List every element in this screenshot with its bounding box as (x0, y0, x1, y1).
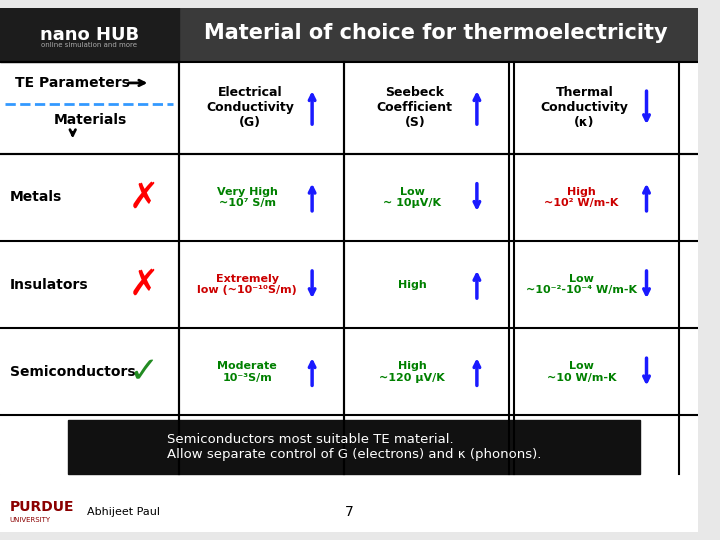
Text: Extremely
low (~10⁻¹⁰S/m): Extremely low (~10⁻¹⁰S/m) (197, 274, 297, 295)
Text: Thermal
Conductivity
(κ): Thermal Conductivity (κ) (541, 86, 629, 129)
Bar (68, 420, 640, 474)
Text: ✗: ✗ (128, 267, 158, 301)
Text: High
~120 μV/K: High ~120 μV/K (379, 361, 445, 382)
Text: Low
~10⁻²-10⁻⁴ W/m-K: Low ~10⁻²-10⁻⁴ W/m-K (526, 274, 637, 295)
Text: Materials: Materials (53, 113, 127, 127)
Text: Semiconductors most suitable TE material.
Allow separate control of G (electrons: Semiconductors most suitable TE material… (166, 433, 541, 461)
Text: ✓: ✓ (128, 355, 158, 389)
Text: Semiconductors: Semiconductors (9, 365, 135, 379)
Text: Metals: Metals (9, 190, 62, 204)
Bar (0, 474, 698, 532)
Text: Abhijeet Paul: Abhijeet Paul (87, 507, 161, 517)
Text: Insulators: Insulators (9, 278, 89, 292)
Text: Moderate
10⁻³S/m: Moderate 10⁻³S/m (217, 361, 277, 382)
Text: High: High (397, 280, 426, 289)
Text: 7: 7 (345, 505, 354, 519)
Text: High
~10² W/m-K: High ~10² W/m-K (544, 186, 618, 208)
Text: ✗: ✗ (128, 180, 158, 214)
Text: Low
~ 10μV/K: Low ~ 10μV/K (383, 186, 441, 208)
Bar (0, 8, 698, 62)
Text: Low
~10 W/m-K: Low ~10 W/m-K (546, 361, 616, 382)
Text: Seebeck
Coefficient
(S): Seebeck Coefficient (S) (377, 86, 453, 129)
Text: UNIVERSITY: UNIVERSITY (9, 517, 51, 523)
Text: nano HUB: nano HUB (40, 26, 139, 44)
Text: PURDUE: PURDUE (9, 501, 74, 515)
Text: online simulation and more: online simulation and more (41, 42, 138, 48)
Bar (0, 8, 179, 62)
Text: TE Parameters: TE Parameters (14, 76, 130, 90)
Text: Electrical
Conductivity
(G): Electrical Conductivity (G) (206, 86, 294, 129)
Bar (0, 62, 698, 474)
Text: Material of choice for thermoelectricity: Material of choice for thermoelectricity (204, 23, 668, 43)
Text: Very High
~10⁷ S/m: Very High ~10⁷ S/m (217, 186, 278, 208)
